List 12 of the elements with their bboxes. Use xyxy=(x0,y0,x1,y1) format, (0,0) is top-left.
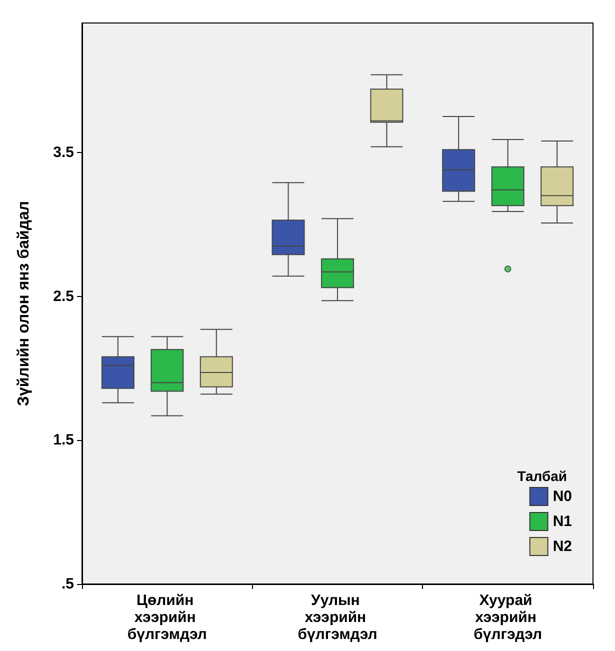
y-tick-label: 3.5 xyxy=(53,144,74,161)
legend-label: N1 xyxy=(552,513,572,530)
legend-label: N0 xyxy=(552,488,572,505)
legend-title: Талбай xyxy=(517,468,568,484)
y-tick-label: .5 xyxy=(61,576,74,592)
y-tick-label: 2.5 xyxy=(53,288,74,305)
y-tick-label: 1.5 xyxy=(53,432,74,449)
y-axis-title: Зүйлийн олон янз байдал xyxy=(16,200,32,406)
x-tick-label: Хуурай хээрийн бүлгэдэл xyxy=(474,592,542,643)
x-tick-label: Цөлийн хээрийн бүлгэмдэл xyxy=(127,592,207,643)
legend-label: N2 xyxy=(552,538,572,555)
x-tick-label: Уулын хээрийн бүлгэмдэл xyxy=(298,592,378,643)
